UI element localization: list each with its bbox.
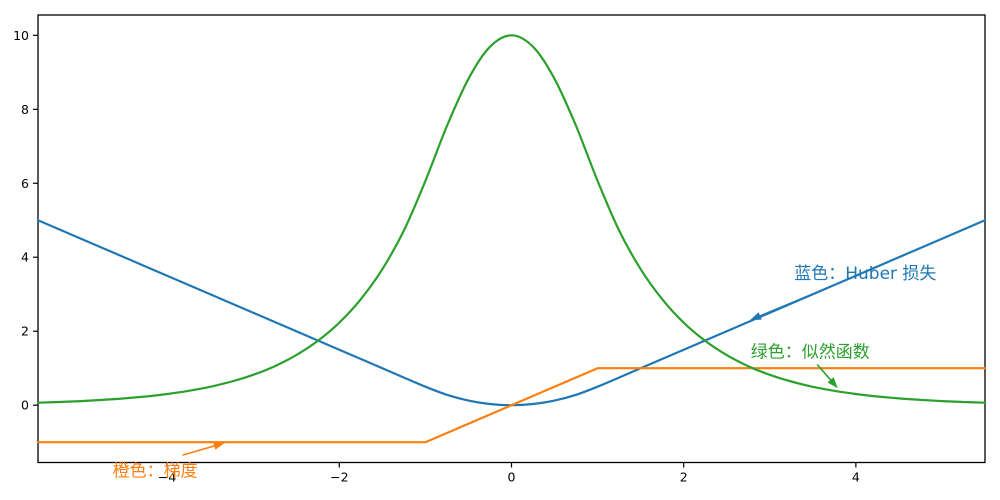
- likelihood-label-annotation: 绿色：似然函数: [751, 343, 870, 389]
- y-tick-label: 10: [13, 28, 29, 43]
- x-tick-label: 4: [852, 470, 860, 485]
- huber-label-text: 蓝色：Huber 损失: [794, 264, 936, 284]
- likelihood-label-arrow-head: [827, 377, 838, 389]
- y-tick-label: 4: [21, 250, 29, 265]
- gradient-label-arrow-shaft: [182, 443, 220, 456]
- y-tick-label: 6: [21, 176, 29, 191]
- y-tick-label: 8: [21, 102, 29, 117]
- plot-spines: [37, 14, 986, 464]
- gradient-label-text: 橙色：梯度: [113, 461, 198, 481]
- huber-label-annotation: 蓝色：Huber 损失: [750, 264, 936, 321]
- gradient-label-arrow-head: [213, 442, 225, 450]
- x-tick-label: 2: [680, 470, 688, 485]
- gradient-label-annotation: 橙色：梯度: [113, 442, 225, 481]
- y-tick-label: 2: [21, 324, 29, 339]
- likelihood-line: [36, 34, 987, 404]
- huber-label-arrow-head: [750, 312, 762, 321]
- gradient-line: [36, 367, 987, 444]
- huber-loss-line: [36, 219, 987, 407]
- y-tick-label: 0: [21, 398, 29, 413]
- x-tick-label: 0: [508, 470, 516, 485]
- x-tick-label: −4: [158, 470, 176, 485]
- x-tick-label: −2: [330, 470, 348, 485]
- likelihood-label-text: 绿色：似然函数: [751, 343, 870, 363]
- huber-label-arrow-shaft: [755, 286, 831, 319]
